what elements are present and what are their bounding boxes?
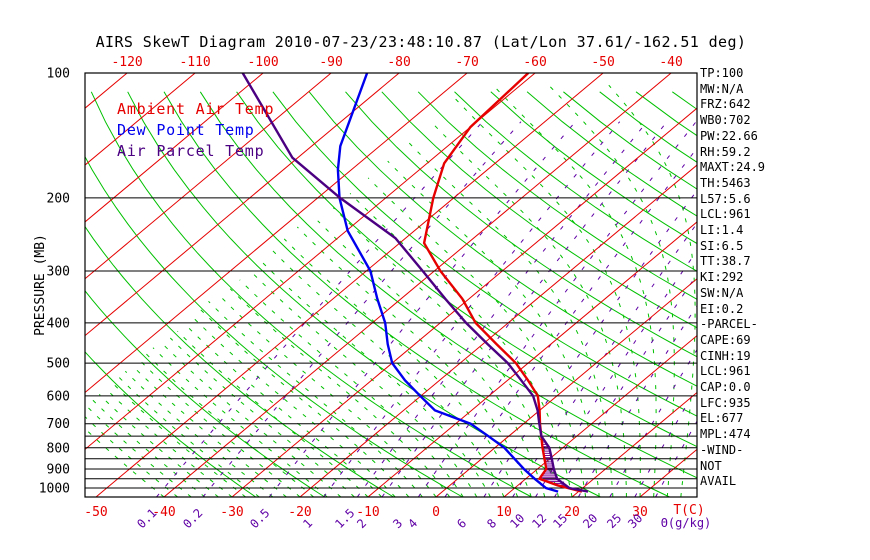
bottom-temp-label: 10: [496, 505, 512, 520]
top-temp-label: -40: [659, 55, 682, 70]
mixing-ratio-label: 25: [604, 511, 624, 531]
stat-line: NOT: [700, 458, 722, 473]
pressure-axis-label: PRESSURE (MB): [33, 234, 48, 336]
pressure-tick-label: 800: [47, 441, 70, 456]
mixing-ratio-label: 0.5: [247, 506, 272, 531]
top-temp-label: -100: [247, 55, 278, 70]
stat-line: L57:5.6: [700, 191, 751, 206]
pressure-tick-label: 900: [47, 463, 70, 478]
stat-line: LCL:961: [700, 364, 751, 379]
stat-line: -PARCEL-: [700, 317, 758, 332]
mixing-ratio-label: 6: [454, 516, 469, 531]
stat-line: CAP:0.0: [700, 380, 751, 395]
stat-line: MW:N/A: [700, 81, 744, 96]
stats-panel: TP:100 MW:N/A FRZ:642 WB0:702 PW:22.66 RH:59.…: [700, 66, 868, 490]
bottom-temp-label: -40: [152, 505, 175, 520]
top-temp-label: -70: [455, 55, 478, 70]
stat-line: MPL:474: [700, 427, 751, 442]
stat-line: MAXT:24.9: [700, 160, 766, 175]
page-title: AIRS SkewT Diagram 2010-07-23/23:48:10.8…: [95, 33, 747, 51]
legend-ambient-air-temp: Ambient Air Temp: [117, 100, 275, 118]
stat-line: AVAIL: [700, 474, 737, 489]
pressure-tick-label: 1000: [39, 482, 70, 497]
stat-line: KI:292: [700, 270, 744, 285]
bottom-temp-label: 20: [564, 505, 580, 520]
bottom-temp-label: -50: [84, 505, 107, 520]
stat-line: CAPE:69: [700, 332, 751, 347]
mixing-ratio-label: 1.5: [332, 506, 357, 531]
mixing-ratio-label: 3: [390, 516, 405, 531]
pressure-tick-label: 600: [47, 389, 70, 404]
mixing-ratio-label: 12: [529, 511, 549, 531]
bottom-temp-label: -30: [220, 505, 243, 520]
stat-line: FRZ:642: [700, 97, 751, 112]
stat-line: TT:38.7: [700, 254, 751, 269]
stat-line: -WIND-: [700, 442, 744, 457]
stat-line: WB0:702: [700, 113, 751, 128]
bottom-temp-label: 30: [632, 505, 648, 520]
top-temp-label: -90: [319, 55, 342, 70]
legend-dew-point-temp: Dew Point Temp: [117, 121, 255, 139]
stat-line: EL:677: [700, 411, 744, 426]
stat-line: EI:0.2: [700, 301, 744, 316]
top-temp-label: -120: [111, 55, 142, 70]
pressure-tick-label: 500: [47, 357, 70, 372]
stat-line: SI:6.5: [700, 238, 744, 253]
stat-line: CINH:19: [700, 348, 751, 363]
pressure-tick-label: 300: [47, 265, 70, 280]
bottom-temp-label: -20: [288, 505, 311, 520]
pressure-tick-label: 700: [47, 417, 70, 432]
legend-air-parcel-temp: Air Parcel Temp: [117, 142, 265, 160]
mixing-ratio-label: 4: [405, 516, 420, 531]
mixing-ratio-label: 20: [580, 511, 600, 531]
mixing-ratio-label: 0.2: [180, 506, 205, 531]
bottom-temp-label: 0: [432, 505, 440, 520]
top-temp-label: -50: [591, 55, 614, 70]
stat-line: RH:59.2: [700, 144, 751, 159]
temp-unit-label: T(C): [673, 503, 704, 518]
stat-line: LI:1.4: [700, 223, 744, 238]
stat-line: LFC:935: [700, 395, 751, 410]
pressure-tick-label: 400: [47, 316, 70, 331]
bottom-temp-label: -10: [356, 505, 379, 520]
mixing-unit-label: Θ(g/kg): [661, 516, 712, 530]
stat-line: PW:22.66: [700, 128, 758, 143]
pressure-tick-label: 100: [47, 67, 70, 82]
stat-line: SW:N/A: [700, 285, 744, 300]
stat-line: TP:100: [700, 66, 744, 80]
top-temp-label: -110: [179, 55, 210, 70]
stat-line: LCL:961: [700, 207, 751, 222]
stat-line: TH:5463: [700, 175, 751, 190]
top-temp-label: -80: [387, 55, 410, 70]
pressure-tick-label: 200: [47, 191, 70, 206]
top-temp-label: -60: [523, 55, 546, 70]
